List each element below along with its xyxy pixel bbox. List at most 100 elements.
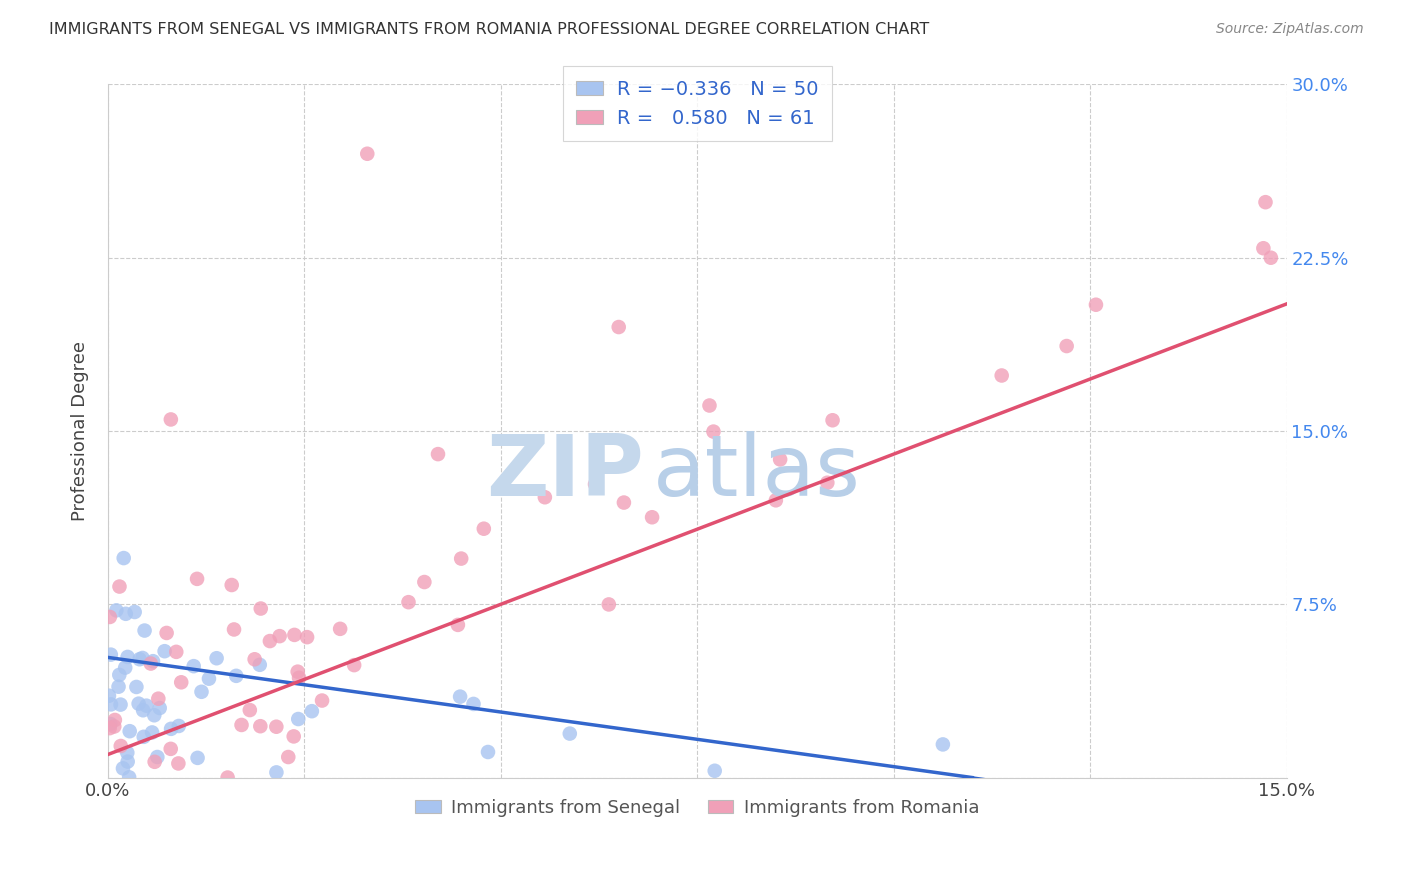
Point	[98, 610, 121, 624]
Point	[111, 761, 134, 775]
Point	[183, 659, 205, 673]
Point	[472, 522, 495, 536]
Point	[103, 719, 125, 733]
Point	[221, 578, 243, 592]
Point	[110, 739, 132, 753]
Point	[295, 630, 318, 644]
Point	[156, 626, 179, 640]
Point	[231, 718, 253, 732]
Point	[613, 495, 636, 509]
Point	[283, 730, 305, 744]
Point	[108, 668, 131, 682]
Point	[100, 717, 122, 731]
Point	[104, 713, 127, 727]
Point	[159, 742, 181, 756]
Point	[932, 738, 955, 752]
Point	[277, 750, 299, 764]
Point	[1084, 298, 1107, 312]
Point	[117, 649, 139, 664]
Point	[98, 721, 121, 735]
Point	[769, 452, 792, 467]
Point	[143, 708, 166, 723]
Point	[815, 475, 838, 490]
Point	[249, 657, 271, 672]
Point	[225, 669, 247, 683]
Point	[702, 425, 724, 439]
Point	[117, 746, 139, 760]
Point	[266, 765, 288, 780]
Point	[117, 755, 139, 769]
Point	[148, 691, 170, 706]
Point	[139, 657, 162, 671]
Point	[477, 745, 499, 759]
Point	[153, 644, 176, 658]
Point	[112, 551, 135, 566]
Point	[222, 623, 245, 637]
Point	[765, 493, 787, 508]
Point	[107, 680, 129, 694]
Text: ZIP: ZIP	[486, 431, 644, 514]
Point	[1254, 195, 1277, 210]
Point	[143, 755, 166, 769]
Point	[398, 595, 420, 609]
Point	[118, 724, 141, 739]
Point	[217, 771, 239, 785]
Point	[105, 603, 128, 617]
Point	[165, 645, 187, 659]
Point	[132, 703, 155, 717]
Point	[699, 399, 721, 413]
Point	[108, 580, 131, 594]
Point	[463, 697, 485, 711]
Point	[703, 764, 725, 778]
Point	[187, 751, 209, 765]
Point	[100, 698, 122, 712]
Text: atlas: atlas	[652, 431, 860, 514]
Point	[1253, 241, 1275, 255]
Point	[205, 651, 228, 665]
Point	[132, 730, 155, 744]
Point	[239, 703, 262, 717]
Y-axis label: Professional Degree: Professional Degree	[72, 341, 89, 521]
Point	[128, 697, 150, 711]
Point	[170, 675, 193, 690]
Point	[449, 690, 471, 704]
Point	[114, 607, 136, 621]
Point	[356, 146, 378, 161]
Point	[641, 510, 664, 524]
Point	[249, 719, 271, 733]
Point	[259, 634, 281, 648]
Point	[249, 601, 271, 615]
Point	[447, 618, 470, 632]
Point	[118, 770, 141, 784]
Point	[114, 660, 136, 674]
Point	[100, 648, 122, 662]
Legend: Immigrants from Senegal, Immigrants from Romania: Immigrants from Senegal, Immigrants from…	[408, 791, 987, 824]
Point	[1260, 251, 1282, 265]
Point	[167, 756, 190, 771]
Point	[128, 652, 150, 666]
Point	[160, 722, 183, 736]
Point	[125, 680, 148, 694]
Point	[558, 726, 581, 740]
Text: Source: ZipAtlas.com: Source: ZipAtlas.com	[1216, 22, 1364, 37]
Point	[167, 719, 190, 733]
Point	[186, 572, 208, 586]
Point	[598, 598, 620, 612]
Point	[131, 651, 153, 665]
Point	[413, 575, 436, 590]
Point	[98, 689, 121, 703]
Point	[311, 693, 333, 707]
Point	[329, 622, 352, 636]
Point	[450, 551, 472, 566]
Point	[160, 412, 183, 426]
Point	[269, 629, 291, 643]
Point	[190, 685, 212, 699]
Point	[287, 665, 309, 679]
Point	[583, 477, 606, 491]
Point	[990, 368, 1012, 383]
Point	[141, 725, 163, 739]
Point	[288, 671, 311, 685]
Point	[427, 447, 450, 461]
Point	[1056, 339, 1078, 353]
Point	[821, 413, 844, 427]
